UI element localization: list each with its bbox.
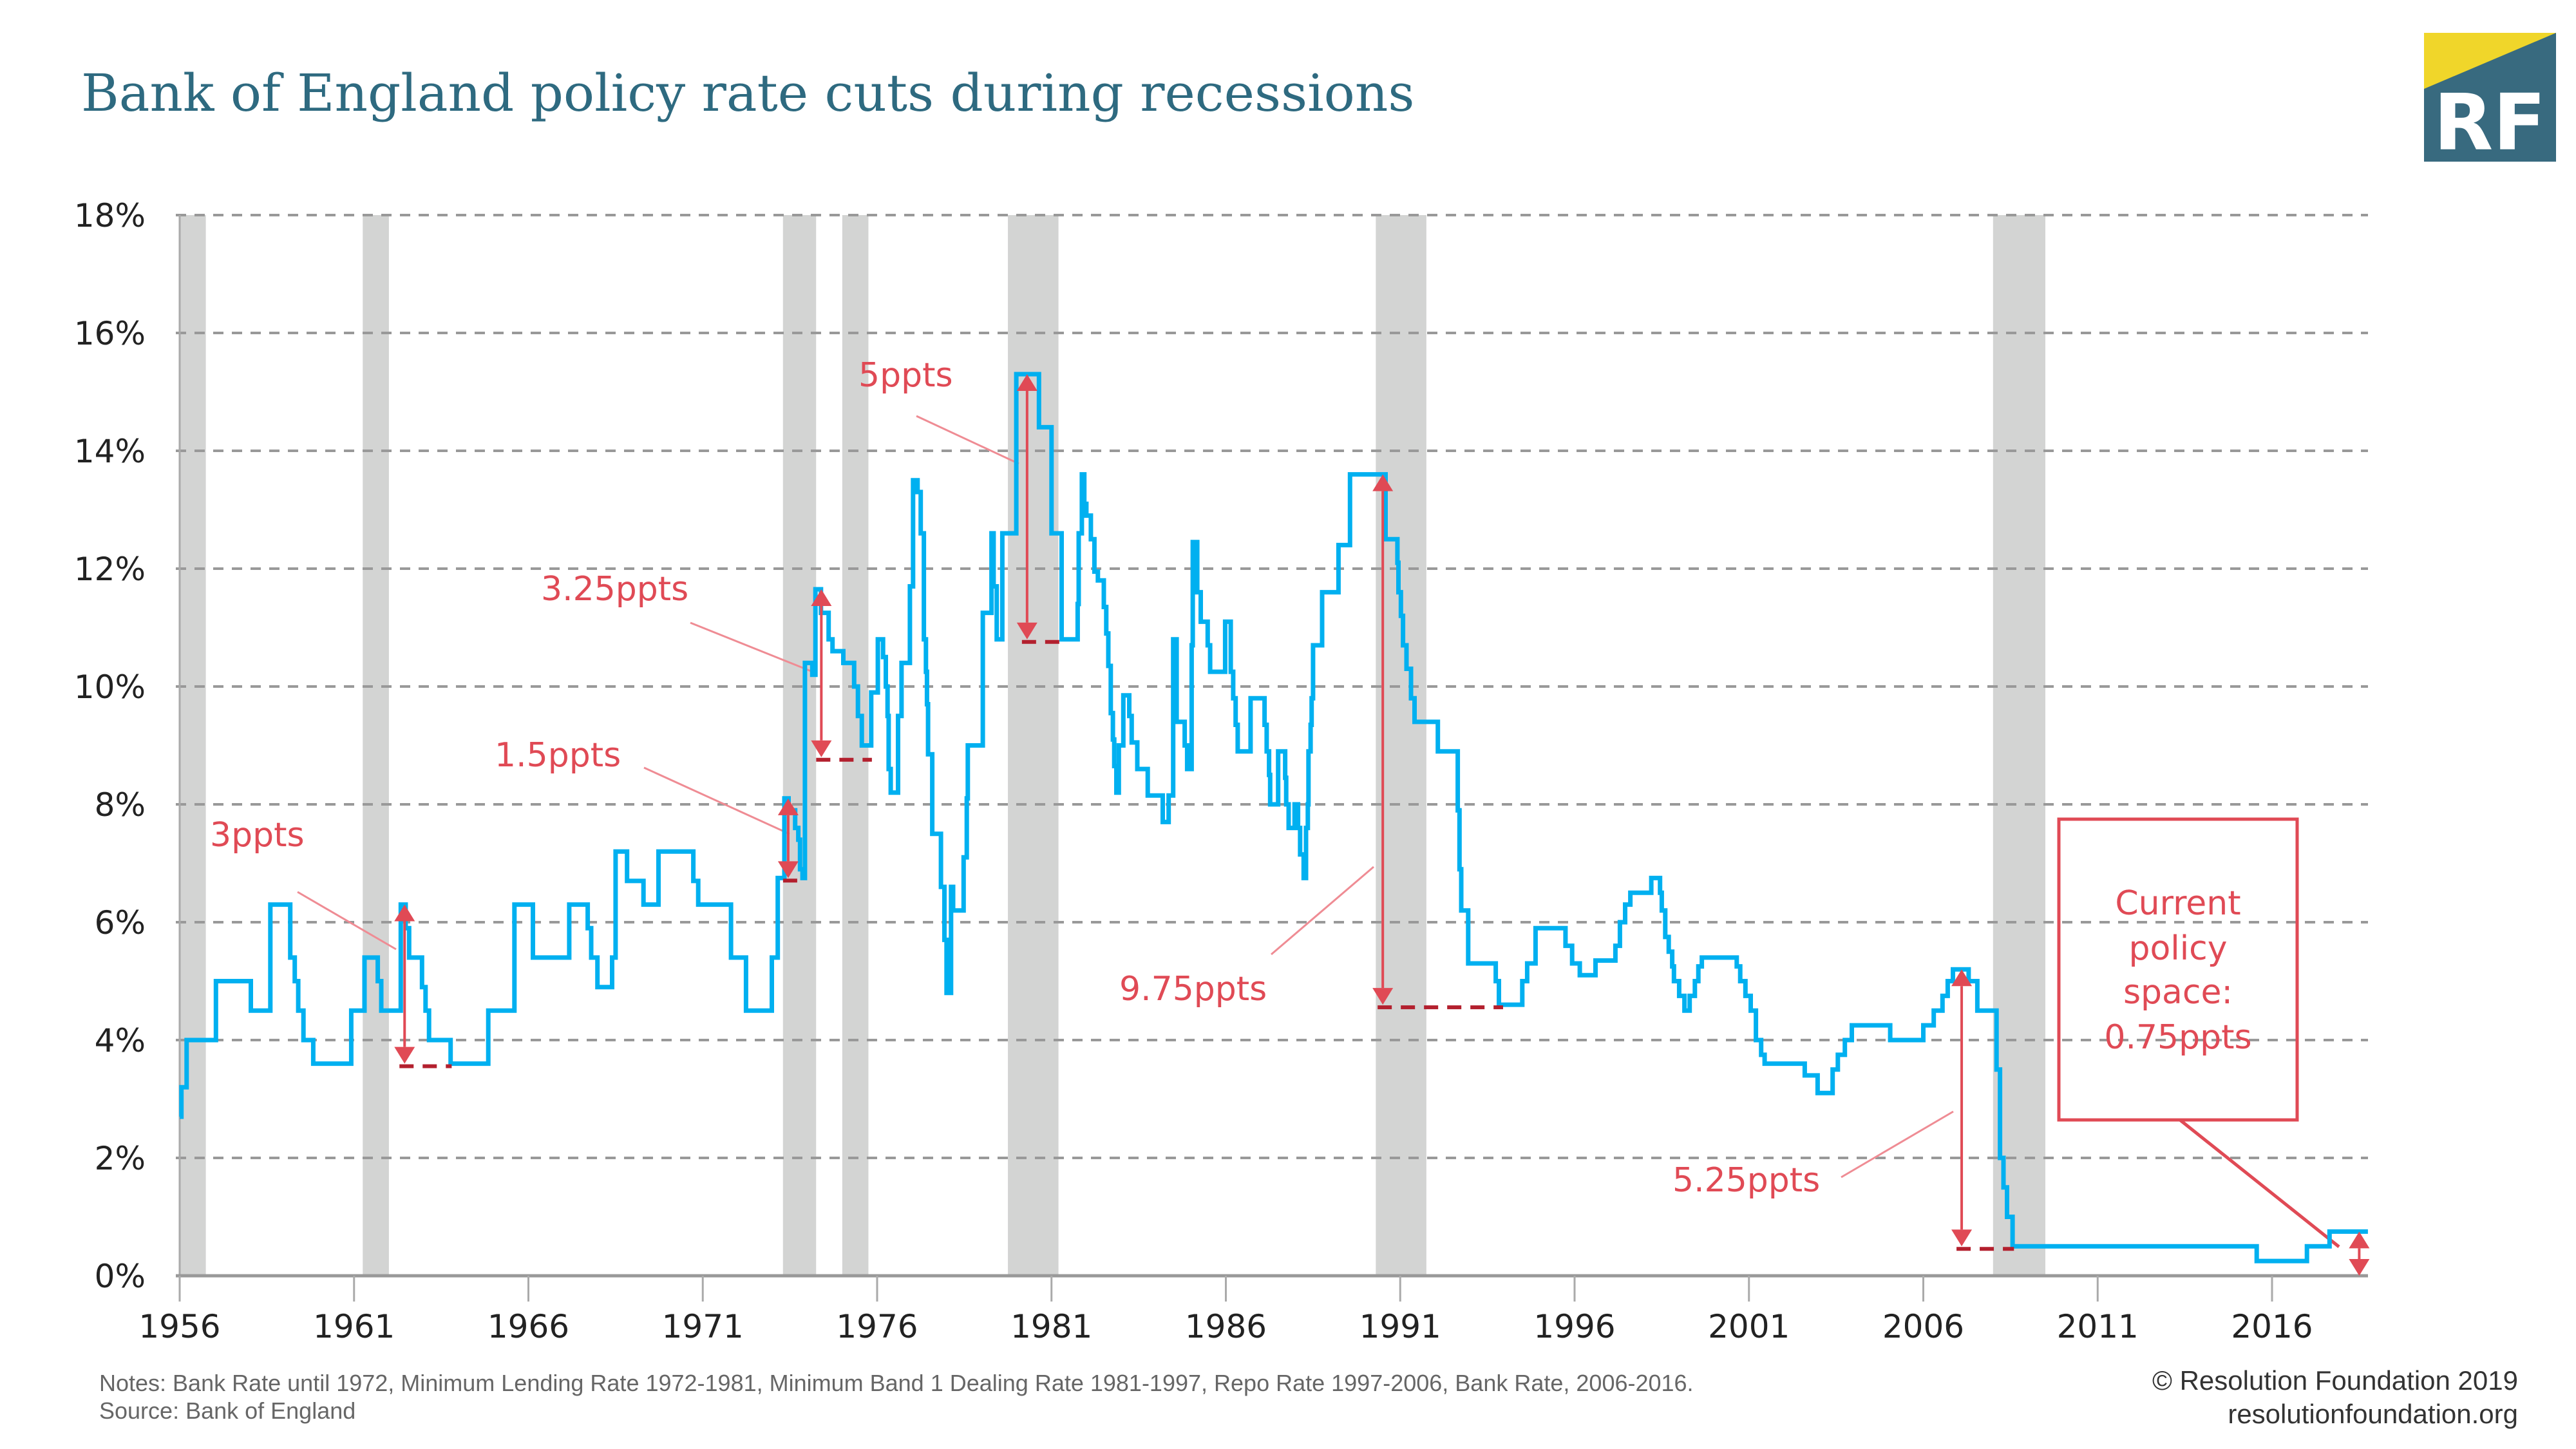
arrow-head-down xyxy=(1016,622,1037,639)
y-tick-label: 8% xyxy=(95,786,146,824)
callout-box: Current policy space: 0.75ppts xyxy=(2057,817,2299,1122)
x-tick-label: 1976 xyxy=(836,1308,918,1345)
x-tick-label: 1956 xyxy=(138,1308,220,1345)
x-tick-label: 1981 xyxy=(1010,1308,1092,1345)
callout-leader-line xyxy=(2179,1119,2340,1248)
x-tick-label: 2006 xyxy=(1882,1308,1964,1345)
arrow-head-up xyxy=(1372,474,1394,491)
y-tick-label: 4% xyxy=(95,1022,146,1059)
y-tick-label: 0% xyxy=(95,1258,146,1295)
recession-band xyxy=(363,215,389,1276)
rf-logo: RF xyxy=(2424,33,2556,168)
y-tick-label: 2% xyxy=(95,1140,146,1177)
y-axis-labels: 0% 2% 4% 6% 8% 10% 12% 14% 16% 18% xyxy=(74,197,146,1295)
annotation-leader-line xyxy=(916,415,1019,465)
footer-copyright: © Resolution Foundation 2019 xyxy=(2152,1365,2518,1396)
arrow-head-up xyxy=(1951,969,1973,987)
footer-notes: Notes: Bank Rate until 1972, Minimum Len… xyxy=(99,1370,1694,1396)
annotation-leader-line xyxy=(643,766,790,835)
annotation-3ppts: 3ppts xyxy=(210,816,452,1068)
x-tick-label: 1991 xyxy=(1359,1308,1441,1345)
chart-title: Bank of England policy rate cuts during … xyxy=(81,63,1414,123)
annotation-label: 5ppts xyxy=(858,356,953,395)
x-tick-label: 1966 xyxy=(488,1308,569,1345)
annotation-leader-line xyxy=(690,621,815,674)
annotation-label: 1.5ppts xyxy=(495,736,621,775)
arrow-head-up xyxy=(777,798,799,815)
footer-source: Source: Bank of England xyxy=(99,1397,355,1424)
annotation-leader-line xyxy=(1271,866,1374,956)
callout-line-4: 0.75ppts xyxy=(2104,1018,2251,1057)
recession-band xyxy=(782,215,817,1276)
annotation-label: 3.25ppts xyxy=(541,570,688,609)
y-tick-label: 10% xyxy=(74,668,146,706)
y-tick-label: 6% xyxy=(95,904,146,942)
x-tick-label: 1971 xyxy=(662,1308,744,1345)
annotation-label: 3ppts xyxy=(210,816,305,855)
y-tick-label: 18% xyxy=(74,197,146,234)
arrow-head-down xyxy=(1372,988,1394,1005)
annotation-label: 5.25ppts xyxy=(1672,1161,1820,1200)
annotation-3.25ppts: 3.25ppts xyxy=(541,570,872,762)
annotation-1.5ppts: 1.5ppts xyxy=(495,736,806,883)
x-tick-label: 2016 xyxy=(2231,1308,2313,1345)
arrow-head-down xyxy=(394,1046,415,1064)
x-tick-label: 2011 xyxy=(2057,1308,2139,1345)
x-tick-label: 1961 xyxy=(313,1308,395,1345)
arrow-head-down xyxy=(811,740,832,757)
annotation-9.75ppts: 9.75ppts xyxy=(1119,474,1503,1010)
annotation-leaders xyxy=(297,415,2340,1248)
callout-arrow xyxy=(2349,1231,2370,1276)
annotation-label: 9.75ppts xyxy=(1119,970,1267,1009)
callout-frame xyxy=(2057,817,2299,1122)
arrow-head-up xyxy=(1016,374,1037,392)
arrow-head-down xyxy=(2349,1259,2370,1276)
recession-band xyxy=(1376,215,1426,1276)
arrow-head-up xyxy=(394,904,415,922)
arrow-head-down xyxy=(1951,1229,1973,1247)
annotations: 3ppts 1.5ppts 3.25ppts 5ppts 9.75ppts 5.25ppt… xyxy=(210,356,2370,1276)
arrow-head-up xyxy=(811,589,832,607)
callout-line-2: policy xyxy=(2128,929,2227,968)
x-axis-labels: 1956 1961 1966 1971 1976 1981 1986 1991 1996 2001… xyxy=(138,1308,2313,1345)
policy-rate-line xyxy=(179,372,2368,1264)
arrow-head-down xyxy=(777,861,799,878)
arrow-head-up xyxy=(2349,1231,2370,1249)
annotation-5ppts: 5ppts xyxy=(858,356,1062,644)
callout-line-3: space: xyxy=(2123,973,2233,1012)
x-tick-label: 1996 xyxy=(1533,1308,1615,1345)
logo-yellow-triangle xyxy=(2424,33,2556,89)
logo-text: RF xyxy=(2434,79,2546,168)
footer-website: resolutionfoundation.org xyxy=(2228,1399,2518,1429)
recession-band xyxy=(180,215,206,1276)
annotation-leader-line xyxy=(1841,1110,1954,1179)
annotation-leader-line xyxy=(297,891,397,951)
y-tick-label: 12% xyxy=(74,551,146,588)
callout-line-1: Current xyxy=(2115,884,2240,923)
x-tick-label: 1986 xyxy=(1185,1308,1267,1345)
annotation-5.25ppts: 5.25ppts xyxy=(1672,969,2014,1251)
x-tick-label: 2001 xyxy=(1708,1308,1790,1345)
y-tick-label: 14% xyxy=(74,433,146,470)
y-tick-label: 16% xyxy=(74,315,146,352)
